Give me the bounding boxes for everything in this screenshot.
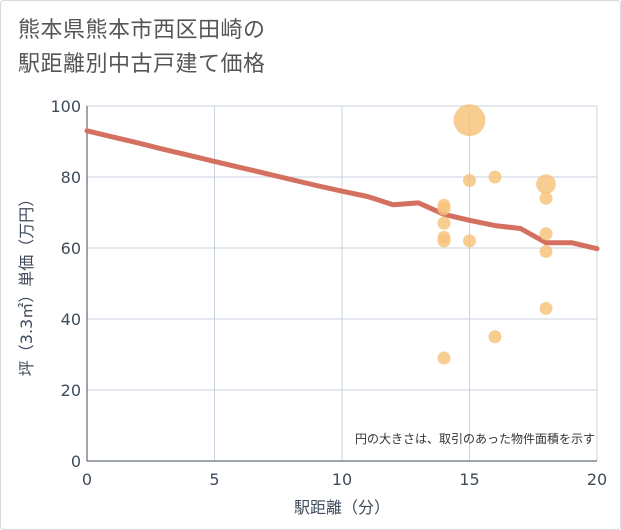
chart-title-line-1: 熊本県熊本市西区田崎の [18, 18, 266, 43]
scatter-point [536, 174, 556, 194]
y-axis-title: 坪（3.3㎡）単価（万円） [17, 191, 36, 376]
trend-line-layer [84, 128, 600, 252]
y-tick-label: 0 [71, 452, 81, 471]
scatter-point [453, 104, 486, 137]
trend-line [84, 128, 600, 252]
axes [86, 106, 597, 462]
x-axis-title: 駅距離（分） [294, 498, 390, 517]
x-tick-label: 15 [459, 470, 479, 489]
scatter-point [437, 351, 451, 365]
y-tick-label: 20 [61, 381, 81, 400]
scatter-points-layer [437, 104, 556, 365]
scatter-point [539, 245, 553, 259]
chart-title: 熊本県熊本市西区田崎の 駅距離別中古戸建て価格 [18, 14, 266, 82]
chart-title-line-2: 駅距離別中古戸建て価格 [18, 52, 266, 77]
y-tick-label: 100 [50, 97, 81, 116]
x-tick-label: 5 [209, 470, 219, 489]
x-tick-label: 20 [587, 470, 607, 489]
scatter-point [539, 191, 553, 205]
scatter-point [539, 227, 553, 241]
scatter-point [437, 234, 451, 248]
y-tick-label: 40 [61, 310, 81, 329]
scatter-point [437, 202, 451, 216]
y-tick-label: 80 [61, 168, 81, 187]
scatter-point [539, 301, 553, 315]
grid-lines [87, 105, 598, 461]
scatter-point [463, 234, 476, 248]
scatter-point [437, 216, 451, 230]
scatter-point [488, 330, 502, 344]
size-note: 円の大きさは、取引のあった物件面積を示す [355, 431, 595, 446]
x-tick-label: 10 [332, 470, 352, 489]
tick-labels: 0 5 10 15 20 0 20 40 60 80 100 [50, 97, 607, 489]
x-tick-label: 0 [82, 470, 92, 489]
y-tick-label: 60 [61, 239, 81, 258]
scatter-point [463, 174, 476, 188]
scatter-point [488, 170, 502, 184]
